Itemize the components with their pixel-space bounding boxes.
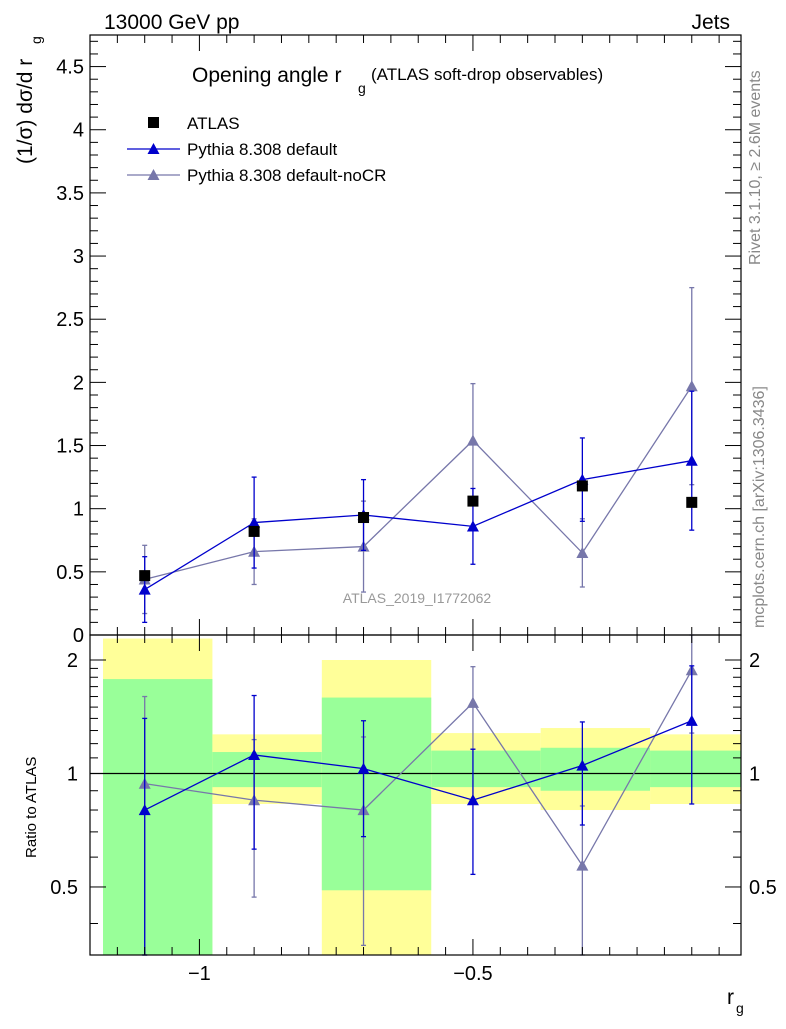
default-line	[144, 460, 692, 591]
ratio-default-point	[466, 794, 479, 806]
main-ytick-label: 4.5	[56, 57, 84, 79]
nocr-point	[685, 380, 698, 392]
atlas-point	[139, 570, 151, 582]
legend-nocr-label: Pythia 8.308 default-noCR	[187, 166, 386, 185]
mcplots-label: mcplots.cern.ch [arXiv:1306.3436]	[751, 386, 768, 628]
legend-item-nocr: Pythia 8.308 default-noCR	[127, 166, 386, 185]
ratio-ytick-label-right: 2	[749, 650, 760, 672]
legend-item-default: Pythia 8.308 default	[127, 140, 338, 159]
main-ylabel-subscript: g	[28, 36, 44, 44]
chart-title: Opening angle r	[192, 64, 341, 87]
ratio-nocr-point	[576, 859, 589, 871]
nocr-point	[466, 434, 479, 446]
main-panel: 0 0.5 1 1.5 2 2.5 3 3.5 4 4.5 ATLAS_2019_I1772062…	[14, 34, 742, 647]
legend: ATLAS Pythia 8.308 default Pythia 8.308 …	[127, 114, 386, 185]
legend-item-atlas: ATLAS	[148, 114, 240, 133]
ratio-default-point	[138, 804, 151, 816]
main-ytick-label: 0.5	[56, 562, 84, 584]
main-ytick-label: 2	[73, 372, 84, 394]
chart-title-suffix: (ATLAS soft-drop observables)	[371, 65, 603, 84]
ratio-ylabel: Ratio to ATLAS	[23, 757, 40, 858]
default-point	[138, 583, 151, 595]
ratio-panel: 0.5 0.5 1 1 2 2 −1 −0.5 Ratio to ATLAS r g	[23, 634, 777, 1016]
process-label: Jets	[691, 11, 730, 34]
ratio-xlabel-subscript: g	[736, 1000, 744, 1016]
default-point	[466, 520, 479, 532]
main-ytick-label: 3.5	[56, 183, 84, 205]
ratio-default-point	[685, 714, 698, 726]
legend-nocr-marker	[147, 169, 160, 180]
rivet-label: Rivet 3.1.10, ≥ 2.6M events	[747, 70, 764, 265]
default-point	[685, 454, 698, 466]
ratio-ytick-label-right: 0.5	[749, 877, 777, 899]
ratio-default-line	[144, 720, 693, 811]
ratio-nocr-line	[144, 669, 693, 867]
main-ytick-label: 1.5	[56, 436, 84, 458]
atlas-point	[358, 512, 370, 524]
nocr-line	[144, 385, 693, 581]
ratio-xtick-label: −1	[188, 963, 211, 985]
legend-default-marker	[147, 143, 160, 154]
ratio-band-inner	[540, 747, 651, 791]
ratio-band-inner	[431, 750, 541, 788]
ratio-ytick-label-right: 1	[749, 763, 760, 785]
legend-atlas-label: ATLAS	[187, 114, 240, 133]
ratio-band-inner	[103, 679, 213, 955]
main-ytick-label: 3	[73, 246, 84, 268]
ratio-default-point	[248, 748, 261, 761]
atlas-point	[467, 495, 479, 507]
ratio-default-point	[357, 762, 370, 774]
legend-atlas-marker	[148, 117, 159, 128]
atlas-point	[576, 480, 588, 492]
ratio-ytick-label: 2	[67, 650, 78, 672]
atlas-point	[248, 525, 260, 537]
ratio-band-inner	[321, 697, 432, 891]
ratio-band-inner	[650, 750, 741, 788]
nocr-point	[576, 546, 589, 558]
ratio-frame	[89, 634, 742, 956]
analysis-id: ATLAS_2019_I1772062	[343, 590, 492, 606]
ratio-ytick-label: 1	[67, 763, 78, 785]
ratio-default-point	[576, 759, 589, 771]
main-ytick-label: 1	[73, 499, 84, 521]
main-ytick-label: 0	[73, 625, 84, 647]
main-ytick-label: 4	[73, 120, 84, 142]
ratio-xlabel: r	[727, 986, 734, 1009]
energy-label: 13000 GeV pp	[104, 11, 239, 34]
ratio-ytick-label: 0.5	[50, 877, 78, 899]
atlas-point	[686, 496, 698, 508]
ratio-band-inner	[212, 752, 322, 788]
chart-title-subscript: g	[358, 80, 366, 96]
main-ylabel: (1/σ) dσ/d r	[14, 59, 37, 164]
default-point	[248, 516, 261, 528]
main-ytick-label: 2.5	[56, 309, 84, 331]
ratio-xtick-label: −0.5	[453, 963, 492, 985]
legend-default-label: Pythia 8.308 default	[187, 140, 338, 159]
ratio-nocr-point	[466, 696, 479, 708]
